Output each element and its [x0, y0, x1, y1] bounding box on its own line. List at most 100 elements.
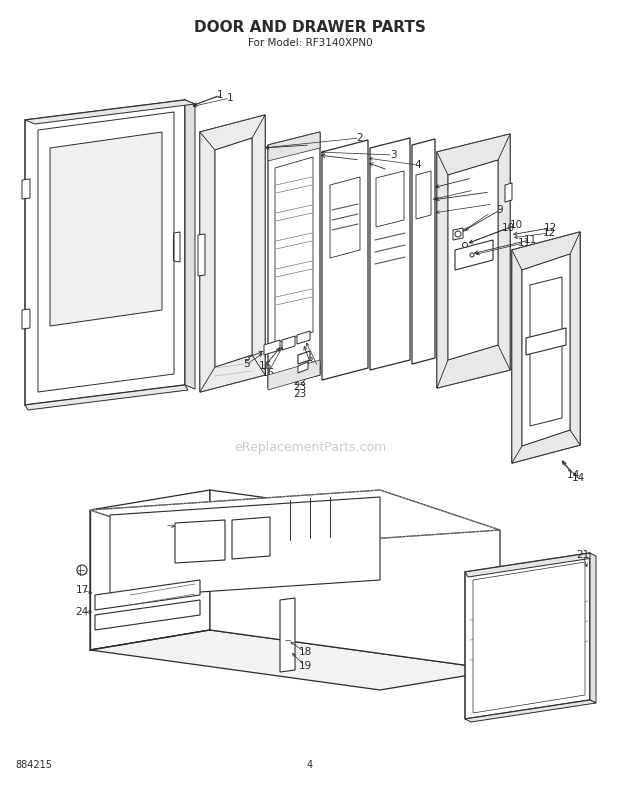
Polygon shape [252, 115, 265, 375]
Text: 17: 17 [76, 585, 89, 595]
Text: 5: 5 [244, 353, 250, 363]
Text: 884215: 884215 [15, 760, 52, 770]
Text: eReplacementParts.com: eReplacementParts.com [234, 441, 386, 455]
Text: 3: 3 [390, 150, 396, 160]
Text: 4: 4 [307, 760, 313, 770]
Text: 12: 12 [543, 223, 557, 233]
Text: 22: 22 [293, 370, 307, 380]
Polygon shape [522, 254, 570, 446]
Polygon shape [50, 132, 162, 326]
Text: 18: 18 [298, 647, 312, 657]
Polygon shape [448, 160, 498, 360]
Polygon shape [275, 157, 313, 343]
Circle shape [463, 243, 467, 247]
Polygon shape [268, 132, 320, 161]
Polygon shape [198, 234, 205, 276]
Polygon shape [268, 360, 320, 390]
Text: 6: 6 [471, 185, 477, 195]
Text: 2: 2 [307, 140, 313, 150]
Polygon shape [174, 232, 180, 262]
Polygon shape [22, 179, 30, 199]
Polygon shape [280, 598, 295, 672]
Polygon shape [437, 345, 510, 388]
Polygon shape [90, 490, 210, 650]
Text: For Model: RF3140XPN0: For Model: RF3140XPN0 [247, 38, 373, 48]
Text: 12: 12 [542, 228, 556, 238]
Text: 9: 9 [497, 205, 503, 215]
Polygon shape [200, 115, 265, 150]
Text: DOOR AND DRAWER PARTS: DOOR AND DRAWER PARTS [194, 20, 426, 35]
Text: 8: 8 [307, 357, 313, 367]
Polygon shape [297, 331, 310, 344]
Polygon shape [298, 362, 308, 373]
Circle shape [470, 253, 474, 257]
Text: 24: 24 [76, 607, 89, 617]
Polygon shape [25, 100, 185, 405]
Polygon shape [232, 517, 270, 559]
Text: 23: 23 [293, 389, 307, 399]
Text: 21: 21 [577, 550, 590, 560]
Polygon shape [505, 183, 512, 202]
Text: 1: 1 [216, 90, 223, 100]
Polygon shape [95, 580, 200, 610]
Polygon shape [570, 232, 580, 445]
Polygon shape [298, 351, 310, 364]
Text: 14: 14 [572, 473, 585, 483]
Text: 25: 25 [158, 520, 172, 530]
Text: 16: 16 [262, 368, 275, 378]
Polygon shape [185, 100, 195, 389]
Polygon shape [210, 490, 500, 670]
Polygon shape [25, 385, 188, 410]
Polygon shape [453, 228, 463, 240]
Text: 19: 19 [298, 661, 312, 671]
Text: 1: 1 [227, 93, 233, 103]
Text: 6: 6 [469, 173, 476, 183]
Polygon shape [95, 600, 200, 630]
Polygon shape [498, 134, 510, 370]
Polygon shape [465, 700, 596, 722]
Polygon shape [110, 497, 380, 598]
Polygon shape [200, 115, 265, 392]
Polygon shape [465, 553, 593, 577]
Polygon shape [437, 134, 510, 388]
Polygon shape [465, 553, 590, 719]
Polygon shape [322, 140, 368, 380]
Polygon shape [370, 138, 410, 370]
Polygon shape [512, 232, 580, 270]
Circle shape [455, 231, 461, 237]
Text: 11: 11 [523, 235, 537, 245]
Polygon shape [330, 177, 360, 258]
Text: 8: 8 [315, 362, 321, 372]
Text: 9: 9 [487, 208, 494, 218]
Text: 22: 22 [293, 377, 307, 387]
Text: 23: 23 [293, 382, 307, 392]
Text: 7: 7 [487, 187, 494, 197]
Polygon shape [416, 171, 431, 219]
Polygon shape [268, 132, 320, 388]
Polygon shape [282, 336, 295, 350]
Polygon shape [200, 132, 215, 392]
Polygon shape [512, 232, 580, 463]
Polygon shape [512, 250, 522, 463]
Text: 10: 10 [510, 220, 523, 230]
Text: 5: 5 [244, 359, 250, 369]
Polygon shape [90, 490, 500, 550]
Polygon shape [530, 277, 562, 426]
Circle shape [77, 565, 87, 575]
Polygon shape [200, 355, 265, 392]
Polygon shape [25, 100, 195, 124]
Polygon shape [376, 171, 404, 227]
Polygon shape [22, 309, 30, 329]
Polygon shape [455, 240, 493, 270]
Polygon shape [437, 134, 510, 175]
Polygon shape [473, 562, 585, 713]
Polygon shape [264, 340, 280, 355]
Polygon shape [90, 630, 500, 690]
Polygon shape [526, 328, 566, 355]
Text: 4: 4 [384, 165, 391, 175]
Text: 7: 7 [490, 199, 497, 209]
Polygon shape [590, 553, 596, 703]
Polygon shape [175, 520, 225, 563]
Text: 2: 2 [356, 133, 363, 143]
Text: 10: 10 [502, 223, 515, 233]
